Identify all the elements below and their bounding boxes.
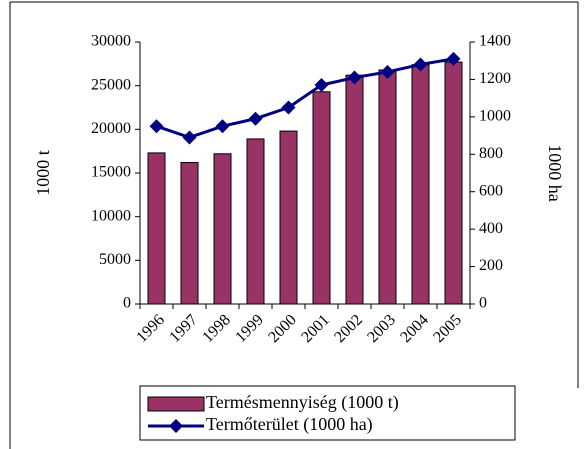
y2-tick-label: 800 (479, 145, 503, 162)
y-tick-label: 25000 (91, 76, 131, 93)
marker (182, 130, 197, 145)
y-tick-label: 0 (123, 295, 131, 312)
y-tick-label: 20000 (91, 120, 131, 137)
bar (312, 91, 331, 305)
marker (446, 51, 461, 66)
legend-label: Termésmennyiség (1000 t) (206, 392, 399, 413)
marker (413, 57, 428, 72)
bar (180, 162, 199, 305)
bar (213, 153, 232, 305)
y-tick-label: 15000 (91, 164, 131, 181)
y-tick-label: 10000 (91, 207, 131, 224)
line (156, 57, 454, 140)
y2-tick-label: 600 (479, 182, 503, 199)
bar (378, 69, 397, 305)
x-tick-label: 1999 (232, 311, 267, 346)
y-tick-label: 30000 (91, 33, 131, 50)
y2-tick-label: 400 (479, 220, 503, 237)
bar (411, 64, 430, 305)
bar (444, 61, 463, 305)
bar (279, 130, 298, 305)
marker (149, 119, 164, 134)
x-tick-label: 1997 (166, 311, 201, 346)
y2-axis-label: 1000 ha (545, 144, 565, 202)
marker (314, 78, 329, 93)
legend-box (139, 385, 516, 441)
y2-tick-label: 1200 (479, 70, 511, 87)
x-tick-label: 2001 (298, 311, 333, 346)
legend-label: Termőterület (1000 ha) (206, 414, 373, 435)
x-tick-label: 2003 (364, 311, 399, 346)
marker (347, 70, 362, 85)
y-tick-label: 5000 (99, 251, 131, 268)
x-tick-label: 1998 (199, 311, 234, 346)
y-axis-label: 1000 t (33, 150, 53, 196)
y2-tick-label: 1000 (479, 108, 511, 125)
bar (246, 138, 265, 305)
marker (380, 64, 395, 79)
marker (248, 111, 263, 126)
y2-tick-label: 0 (479, 295, 487, 312)
x-tick-label: 2004 (397, 311, 432, 346)
x-tick-label: 2005 (430, 311, 465, 346)
x-tick-label: 2000 (265, 311, 300, 346)
legend-swatch (147, 396, 205, 412)
bar (345, 74, 364, 305)
bar (147, 152, 166, 305)
legend-swatch (169, 419, 183, 433)
x-tick-label: 2002 (331, 311, 366, 346)
x-tick-label: 1996 (133, 311, 168, 346)
marker (215, 119, 230, 134)
y2-tick-label: 1400 (479, 33, 511, 50)
marker (281, 100, 296, 115)
y2-tick-label: 200 (479, 257, 503, 274)
